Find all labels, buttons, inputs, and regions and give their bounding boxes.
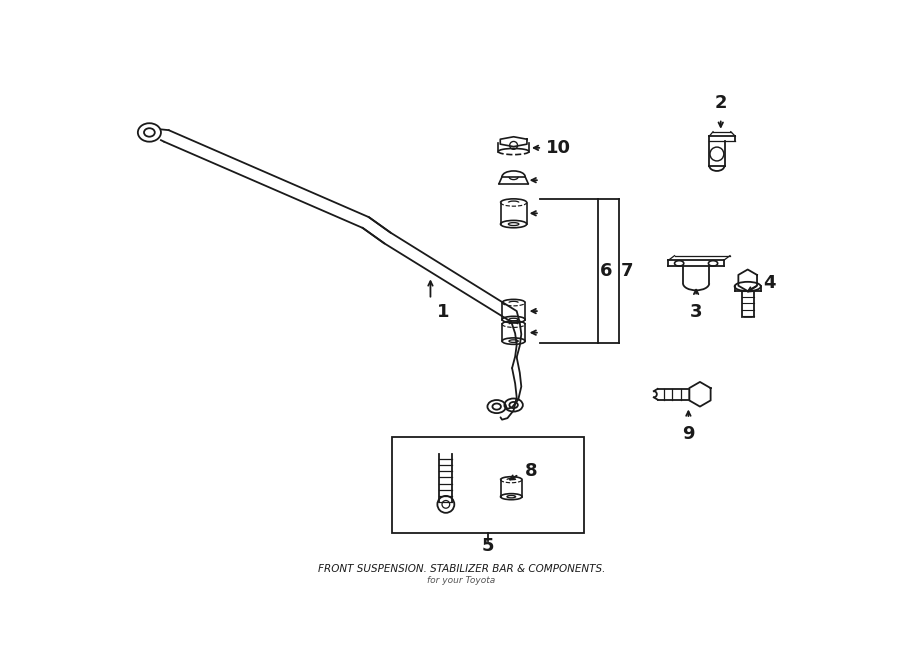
Text: for your Toyota: for your Toyota xyxy=(428,576,495,585)
Text: 4: 4 xyxy=(763,274,776,292)
Bar xyxy=(392,437,584,533)
Text: 6: 6 xyxy=(599,262,612,280)
Text: 7: 7 xyxy=(621,262,633,280)
Text: FRONT SUSPENSION. STABILIZER BAR & COMPONENTS.: FRONT SUSPENSION. STABILIZER BAR & COMPO… xyxy=(318,564,605,574)
Text: 9: 9 xyxy=(682,425,695,443)
Text: 3: 3 xyxy=(690,303,702,321)
Text: 1: 1 xyxy=(436,303,449,321)
Text: 5: 5 xyxy=(482,537,494,555)
Text: 8: 8 xyxy=(525,462,537,481)
Text: 10: 10 xyxy=(546,139,571,157)
Text: 2: 2 xyxy=(715,95,727,112)
